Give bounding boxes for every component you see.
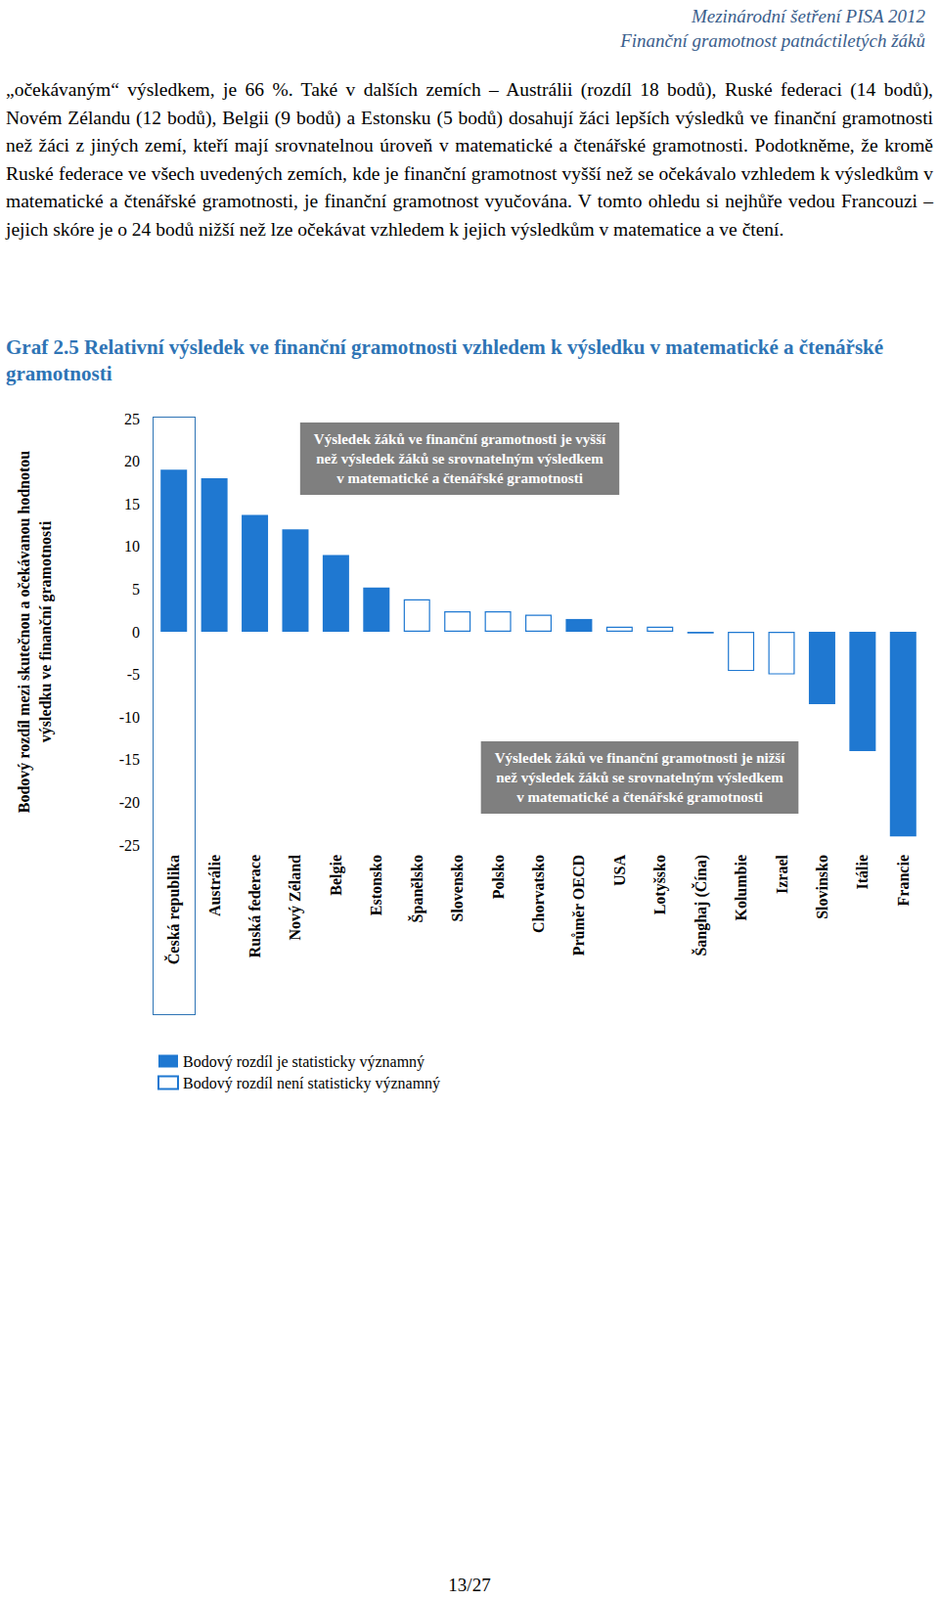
svg-text:Austrálie: Austrálie [206,854,224,917]
svg-text:-20: -20 [119,794,140,811]
svg-text:Výsledek žáků ve finanční gram: Výsledek žáků ve finanční gramotnosti je… [494,750,787,766]
svg-text:Polsko: Polsko [490,854,507,899]
svg-text:Slovensko: Slovensko [448,854,466,922]
svg-text:Izrael: Izrael [773,853,791,895]
svg-text:Itálie: Itálie [853,854,871,891]
svg-text:Kolumbie: Kolumbie [732,854,750,922]
svg-text:-25: -25 [119,837,140,854]
svg-text:Výsledek žáků ve finanční gram: Výsledek žáků ve finanční gramotnosti je… [313,431,607,448]
svg-text:Slovinsko: Slovinsko [813,854,831,920]
svg-text:Bodový rozdíl není statisticky: Bodový rozdíl není statisticky významný [182,1074,441,1093]
svg-text:než výsledek žáků se srovnatel: než výsledek žáků se srovnatelným výsled… [495,769,784,786]
svg-text:Belgie: Belgie [327,854,346,896]
svg-text:15: 15 [124,495,140,513]
svg-text:Španělsko: Španělsko [407,854,427,923]
svg-text:Ruská federace: Ruská federace [246,854,264,958]
svg-text:Česká republika: Česká republika [164,854,183,965]
svg-text:-10: -10 [119,709,140,726]
svg-text:-5: -5 [127,666,140,683]
svg-text:-15: -15 [119,751,140,768]
html-text:Graf 2.5 Relativní výsledek ve: Graf 2.5 Relativní výsledek ve finanční … [5,335,884,386]
html-text:Finanční gramotnost patnáctile: Finanční gramotnost patnáctiletých žáků [620,30,926,51]
svg-text:20: 20 [124,452,140,470]
svg-text:Francie: Francie [894,854,912,906]
svg-text:Bodový rozdíl je statisticky v: Bodový rozdíl je statisticky významný [182,1053,425,1072]
html-text:13/27: 13/27 [448,1574,491,1596]
svg-text:Estonsko: Estonsko [367,854,385,916]
svg-text:25: 25 [124,410,140,428]
svg-text:Lotyšsko: Lotyšsko [651,854,670,915]
html-text:„očekávaným“ výsledkem, je 66: „očekávaným“ výsledkem, je 66 %. Také v … [5,79,934,240]
svg-text:10: 10 [124,537,140,555]
svg-text:výsledku ve finanční gramotnos: výsledku ve finanční gramotnosti [37,520,55,743]
svg-text:Chorvatsko: Chorvatsko [530,854,547,934]
svg-text:Průměr OECD: Průměr OECD [570,854,587,956]
svg-text:0: 0 [132,624,140,641]
svg-text:Šanghaj (Čína): Šanghaj (Čína) [691,854,711,957]
svg-text:5: 5 [132,581,140,598]
svg-text:USA: USA [611,854,628,887]
svg-text:Bodový rozdíl mezi skutečnou a: Bodový rozdíl mezi skutečnou a očekávano… [15,450,34,814]
html-text:Mezinárodní šetření PISA 2012: Mezinárodní šetření PISA 2012 [691,5,926,27]
svg-text:Nový Zéland: Nový Zéland [286,854,305,941]
svg-text:v matematické a čtenářské gram: v matematické a čtenářské gramotnosti [336,470,583,487]
svg-text:v matematické a čtenářské gram: v matematické a čtenářské gramotnosti [516,789,763,805]
svg-text:než výsledek žáků se srovnatel: než výsledek žáků se srovnatelným výsled… [315,450,604,467]
